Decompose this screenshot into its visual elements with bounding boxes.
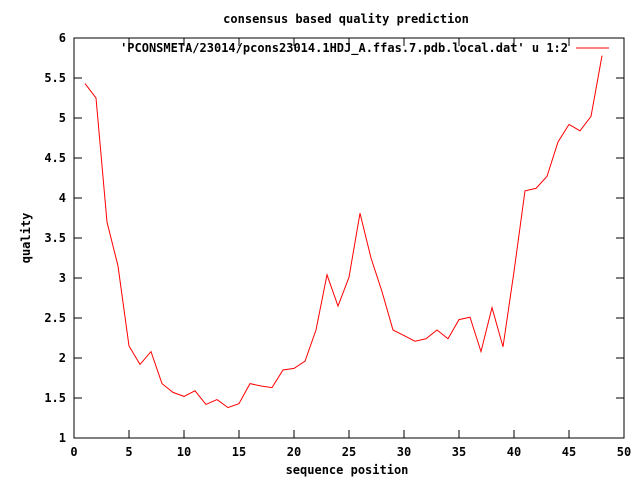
y-tick-label: 2	[59, 351, 66, 365]
x-tick-label: 5	[125, 445, 132, 459]
axis-ticks: 1 1.5 2 2.5 3 3.5 4 4.5 5 5.5 6 0 5 10 15 20 25 30 35 40 45 5…	[44, 31, 631, 459]
legend-label: 'PCONSMETA/23014/pcons23014.1HDJ_A.ffas.…	[120, 41, 568, 56]
x-tick-label: 35	[452, 445, 466, 459]
y-tick-label: 1.5	[44, 391, 66, 405]
y-axis-label: quality	[19, 213, 33, 264]
x-tick-label: 40	[507, 445, 521, 459]
x-tick-label: 25	[342, 445, 356, 459]
y-tick-label: 3.5	[44, 231, 66, 245]
y-tick-label: 2.5	[44, 311, 66, 325]
y-tick-label: 3	[59, 271, 66, 285]
y-tick-label: 5.5	[44, 71, 66, 85]
x-tick-label: 15	[232, 445, 246, 459]
y-tick-label: 1	[59, 431, 66, 445]
y-tick-label: 5	[59, 111, 66, 125]
chart-title: consensus based quality prediction	[223, 12, 469, 26]
x-tick-label: 30	[397, 445, 411, 459]
y-tick-label: 4.5	[44, 151, 66, 165]
x-tick-label: 0	[70, 445, 77, 459]
x-tick-label: 20	[287, 445, 301, 459]
x-tick-label: 50	[617, 445, 631, 459]
x-axis-label: sequence position	[286, 463, 409, 477]
legend: 'PCONSMETA/23014/pcons23014.1HDJ_A.ffas.…	[120, 41, 609, 56]
plot-frame	[73, 37, 625, 439]
series-line	[84, 55, 603, 409]
series-group	[84, 55, 603, 409]
x-tick-label: 10	[177, 445, 191, 459]
y-tick-label: 4	[59, 191, 66, 205]
y-tick-label: 6	[59, 31, 66, 45]
x-tick-label: 45	[562, 445, 576, 459]
